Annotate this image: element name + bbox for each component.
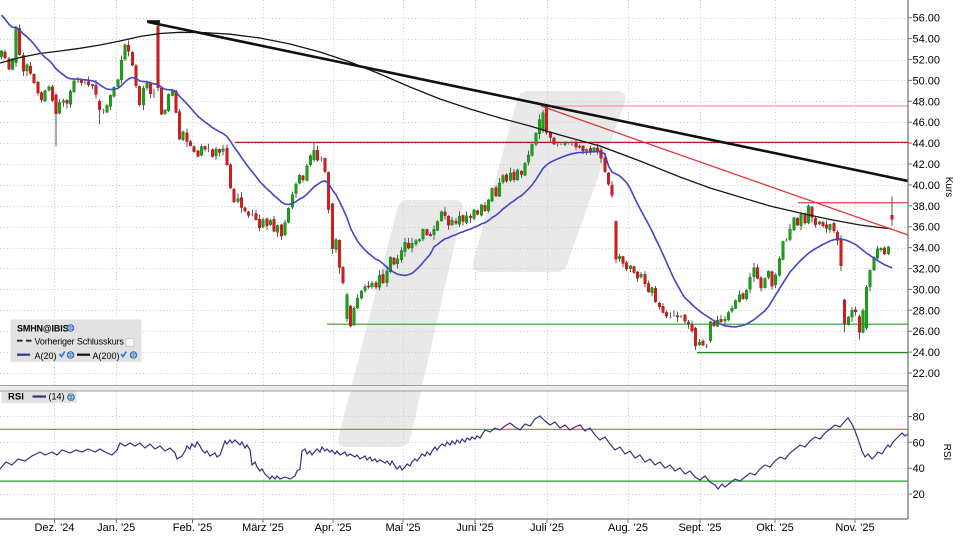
- svg-text:56.00: 56.00: [913, 13, 941, 25]
- svg-text:Juli '25: Juli '25: [530, 522, 564, 534]
- svg-text:40: 40: [913, 463, 925, 475]
- svg-text:34.00: 34.00: [913, 243, 941, 255]
- svg-text:Nov. '25: Nov. '25: [835, 522, 874, 534]
- svg-text:Mai '25: Mai '25: [385, 522, 420, 534]
- svg-text:Vorheriger Schlusskurs: Vorheriger Schlusskurs: [35, 337, 125, 347]
- svg-text:50.00: 50.00: [913, 75, 941, 87]
- svg-text:32.00: 32.00: [913, 264, 941, 276]
- svg-text:März '25: März '25: [242, 522, 284, 534]
- svg-text:40.00: 40.00: [913, 180, 941, 192]
- svg-text:Sept. '25: Sept. '25: [678, 522, 721, 534]
- svg-text:24.00: 24.00: [913, 347, 941, 359]
- svg-text:A(200): A(200): [93, 351, 120, 361]
- svg-text:A(20): A(20): [35, 351, 57, 361]
- svg-text:Apr. '25: Apr. '25: [315, 522, 352, 534]
- svg-text:RSI: RSI: [941, 444, 952, 461]
- svg-text:SMHN@IBIS: SMHN@IBIS: [17, 324, 69, 334]
- svg-text:Feb. '25: Feb. '25: [173, 522, 212, 534]
- svg-text:Juni '25: Juni '25: [456, 522, 494, 534]
- svg-text:RSI: RSI: [8, 392, 24, 403]
- svg-text:54.00: 54.00: [913, 34, 941, 46]
- svg-text:Aug. '25: Aug. '25: [608, 522, 648, 534]
- svg-text:42.00: 42.00: [913, 159, 941, 171]
- svg-text:20: 20: [913, 489, 925, 501]
- svg-text:22.00: 22.00: [913, 368, 941, 380]
- svg-text:(14): (14): [49, 392, 65, 402]
- svg-text:48.00: 48.00: [913, 96, 941, 108]
- svg-text:60: 60: [913, 437, 925, 449]
- svg-text:Okt. '25: Okt. '25: [756, 522, 794, 534]
- svg-text:30.00: 30.00: [913, 284, 941, 296]
- svg-text:44.00: 44.00: [913, 138, 941, 150]
- svg-text:Jan. '25: Jan. '25: [97, 522, 135, 534]
- svg-text:80: 80: [913, 412, 925, 424]
- svg-text:28.00: 28.00: [913, 305, 941, 317]
- svg-text:52.00: 52.00: [913, 55, 941, 67]
- svg-text:38.00: 38.00: [913, 201, 941, 213]
- svg-text:Dez. '24: Dez. '24: [34, 522, 74, 534]
- svg-text:46.00: 46.00: [913, 117, 941, 129]
- svg-text:26.00: 26.00: [913, 326, 941, 338]
- svg-text:36.00: 36.00: [913, 222, 941, 234]
- svg-text:Kurs: Kurs: [943, 177, 954, 198]
